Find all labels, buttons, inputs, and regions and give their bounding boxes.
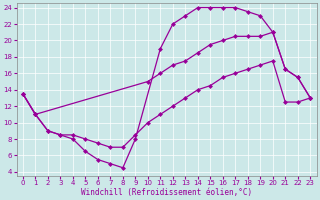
X-axis label: Windchill (Refroidissement éolien,°C): Windchill (Refroidissement éolien,°C) (81, 188, 252, 197)
